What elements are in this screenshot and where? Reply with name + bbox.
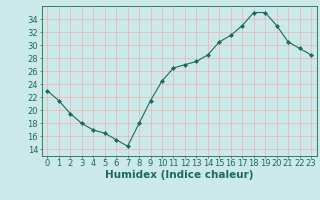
X-axis label: Humidex (Indice chaleur): Humidex (Indice chaleur) xyxy=(105,170,253,180)
